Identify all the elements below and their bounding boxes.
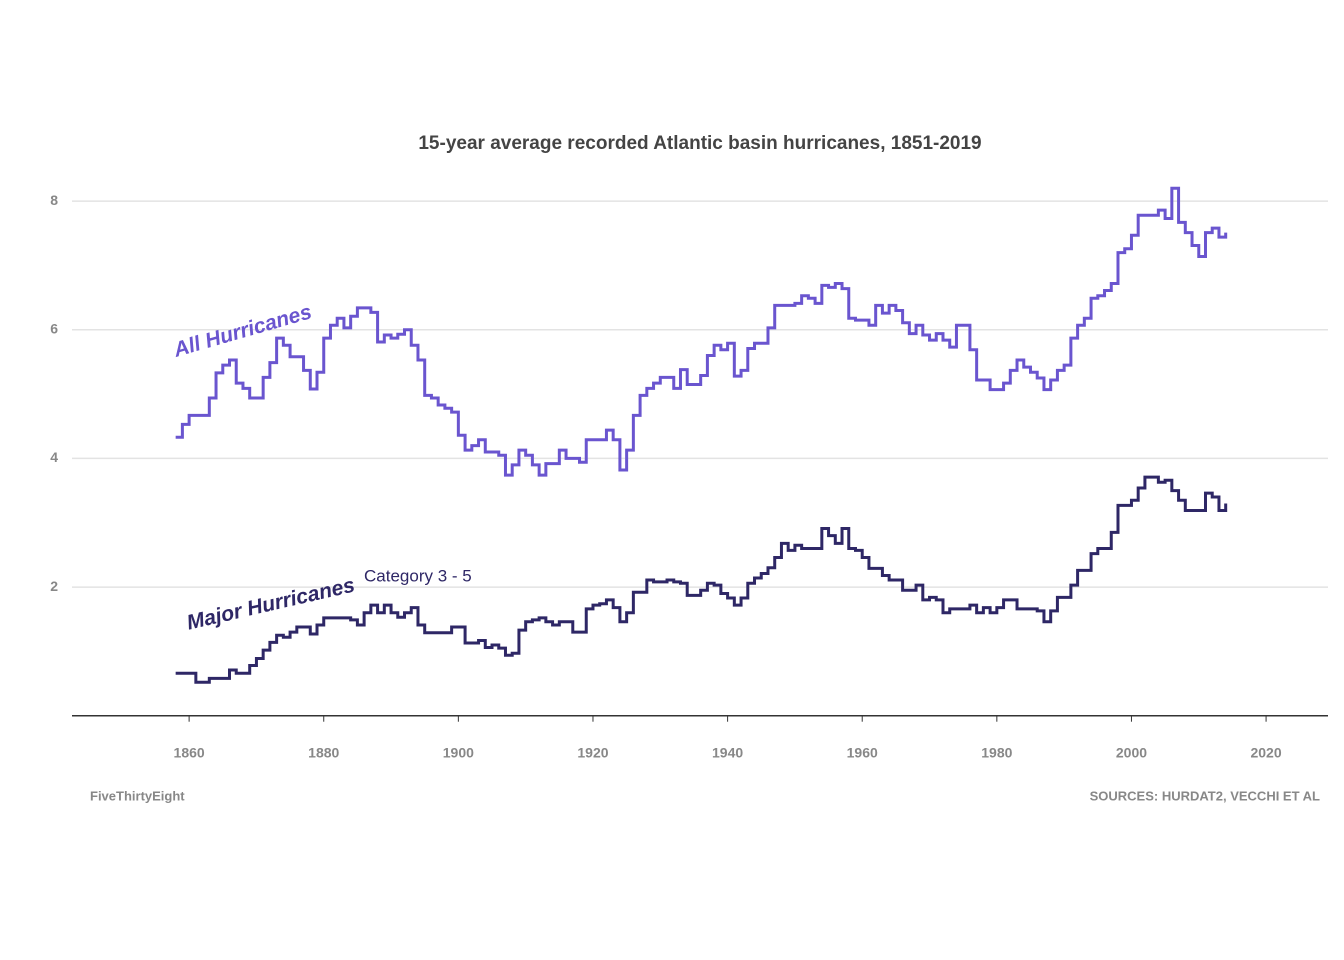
- x-tick-label: 1900: [443, 744, 474, 760]
- x-tick-label: 1860: [174, 744, 205, 760]
- source: SOURCES: HURDAT2, VECCHI ET AL: [1090, 788, 1320, 803]
- credit: FiveThirtyEight: [90, 788, 185, 803]
- x-tick-label: 1880: [308, 744, 339, 760]
- annotation: Category 3 - 5: [364, 566, 472, 585]
- y-tick-label: 8: [50, 192, 58, 208]
- series-line: [175, 475, 1228, 684]
- x-tick-label: 1960: [847, 744, 878, 760]
- y-tick-label: 2: [50, 578, 58, 594]
- x-tick-label: 1980: [981, 744, 1012, 760]
- series-line: [175, 186, 1228, 477]
- y-tick-label: 4: [50, 449, 58, 465]
- x-tick-label: 2020: [1250, 744, 1281, 760]
- x-tick-label: 1920: [577, 744, 608, 760]
- chart-title: 15-year average recorded Atlantic basin …: [418, 133, 981, 154]
- x-tick-label: 2000: [1116, 744, 1147, 760]
- x-tick-label: 1940: [712, 744, 743, 760]
- y-tick-label: 6: [50, 320, 58, 336]
